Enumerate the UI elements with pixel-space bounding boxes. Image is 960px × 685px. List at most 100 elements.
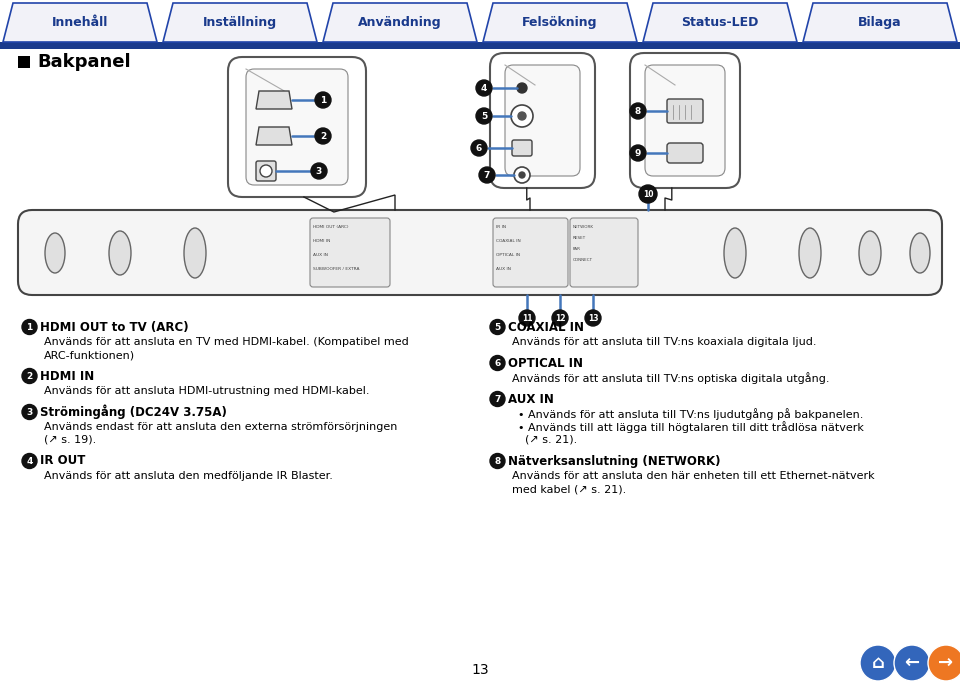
Text: Strömingång (DC24V 3.75A): Strömingång (DC24V 3.75A) (40, 405, 227, 419)
Text: • Används för att ansluta till TV:ns ljudutgång på bakpanelen.: • Används för att ansluta till TV:ns lju… (518, 408, 863, 420)
Text: →: → (939, 654, 953, 672)
Circle shape (630, 145, 646, 161)
Text: NETWORK: NETWORK (573, 225, 594, 229)
Ellipse shape (45, 233, 65, 273)
Polygon shape (163, 3, 317, 42)
Text: COAXIAL IN: COAXIAL IN (496, 239, 520, 243)
Text: Innehåll: Innehåll (52, 16, 108, 29)
Text: 11: 11 (521, 314, 532, 323)
Circle shape (514, 167, 530, 183)
Circle shape (22, 369, 37, 384)
Circle shape (928, 645, 960, 681)
FancyBboxPatch shape (505, 65, 580, 176)
Text: Bakpanel: Bakpanel (37, 53, 131, 71)
Circle shape (476, 80, 492, 96)
Text: (↗ s. 21).: (↗ s. 21). (518, 435, 577, 445)
Circle shape (490, 356, 505, 371)
Text: 9: 9 (635, 149, 641, 158)
Text: Används för att ansluta en TV med HDMI-kabel. (Kompatibel med: Används för att ansluta en TV med HDMI-k… (44, 337, 409, 347)
Text: HDMI OUT to TV (ARC): HDMI OUT to TV (ARC) (40, 321, 188, 334)
Circle shape (22, 319, 37, 334)
Text: 12: 12 (555, 314, 565, 323)
Polygon shape (323, 3, 477, 42)
Circle shape (511, 105, 533, 127)
Text: 2: 2 (26, 371, 33, 380)
Text: RESET: RESET (573, 236, 587, 240)
Circle shape (639, 185, 657, 203)
Circle shape (315, 128, 331, 144)
Ellipse shape (859, 231, 881, 275)
Text: 8: 8 (494, 456, 500, 466)
FancyBboxPatch shape (667, 99, 703, 123)
Text: Används för att ansluta till TV:ns koaxiala digitala ljud.: Används för att ansluta till TV:ns koaxi… (512, 337, 817, 347)
Text: 7: 7 (484, 171, 491, 179)
Text: 6: 6 (494, 358, 500, 367)
Circle shape (490, 453, 505, 469)
FancyBboxPatch shape (645, 65, 725, 176)
Text: Används för att ansluta HDMI-utrustning med HDMI-kabel.: Används för att ansluta HDMI-utrustning … (44, 386, 370, 396)
Polygon shape (256, 91, 292, 109)
Ellipse shape (724, 228, 746, 278)
Polygon shape (643, 3, 797, 42)
Ellipse shape (910, 233, 930, 273)
Text: SUBWOOFER / EXTRA: SUBWOOFER / EXTRA (313, 267, 359, 271)
Text: ARC-funktionen): ARC-funktionen) (44, 350, 135, 360)
Text: Nätverksanslutning (NETWORK): Nätverksanslutning (NETWORK) (508, 455, 721, 467)
Text: 5: 5 (481, 112, 487, 121)
Text: PAR: PAR (573, 247, 581, 251)
Text: AUX IN: AUX IN (496, 267, 511, 271)
Circle shape (471, 140, 487, 156)
Circle shape (517, 83, 527, 93)
Circle shape (519, 310, 535, 326)
Text: IR OUT: IR OUT (40, 455, 85, 467)
Text: ←: ← (904, 654, 920, 672)
Circle shape (860, 645, 896, 681)
Text: CONNECT: CONNECT (573, 258, 593, 262)
Text: 7: 7 (494, 395, 501, 403)
Text: Status-LED: Status-LED (682, 16, 758, 29)
Text: IR IN: IR IN (496, 225, 506, 229)
Ellipse shape (109, 231, 131, 275)
Circle shape (490, 319, 505, 334)
Circle shape (490, 392, 505, 406)
Text: 10: 10 (643, 190, 653, 199)
Text: Används för att ansluta den här enheten till ett Ethernet-nätverk: Används för att ansluta den här enheten … (512, 471, 875, 481)
Text: • Används till att lägga till högtalaren till ditt trådlösa nätverk: • Används till att lägga till högtalaren… (518, 421, 864, 433)
Text: HDMI IN: HDMI IN (313, 239, 330, 243)
Text: 6: 6 (476, 143, 482, 153)
FancyBboxPatch shape (630, 53, 740, 188)
Circle shape (519, 172, 525, 178)
Text: Används för att ansluta till TV:ns optiska digitala utgång.: Används för att ansluta till TV:ns optis… (512, 372, 829, 384)
Text: Bilaga: Bilaga (858, 16, 901, 29)
Text: COAXIAL IN: COAXIAL IN (508, 321, 584, 334)
Polygon shape (483, 3, 637, 42)
Text: AUX IN: AUX IN (508, 393, 554, 406)
FancyBboxPatch shape (493, 218, 568, 287)
Circle shape (518, 112, 526, 120)
Circle shape (552, 310, 568, 326)
FancyBboxPatch shape (246, 69, 348, 185)
Bar (0, 42, 960, 49)
Circle shape (585, 310, 601, 326)
Text: 1: 1 (26, 323, 33, 332)
FancyBboxPatch shape (228, 57, 366, 197)
Text: Felsökning: Felsökning (522, 16, 598, 29)
Text: OPTICAL IN: OPTICAL IN (508, 356, 583, 369)
Text: 1: 1 (320, 95, 326, 105)
Text: 5: 5 (494, 323, 500, 332)
FancyBboxPatch shape (512, 140, 532, 156)
Polygon shape (803, 3, 957, 42)
Text: Inställning: Inställning (203, 16, 277, 29)
Circle shape (630, 103, 646, 119)
Polygon shape (3, 3, 157, 42)
FancyBboxPatch shape (570, 218, 638, 287)
Circle shape (22, 453, 37, 469)
Bar (18, 56, 30, 68)
Text: Används endast för att ansluta den externa strömförsörjningen: Används endast för att ansluta den exter… (44, 422, 397, 432)
Text: 3: 3 (26, 408, 33, 416)
Text: OPTICAL IN: OPTICAL IN (496, 253, 520, 257)
Circle shape (260, 165, 272, 177)
Text: 4: 4 (26, 456, 33, 466)
FancyBboxPatch shape (490, 53, 595, 188)
FancyBboxPatch shape (256, 161, 276, 181)
